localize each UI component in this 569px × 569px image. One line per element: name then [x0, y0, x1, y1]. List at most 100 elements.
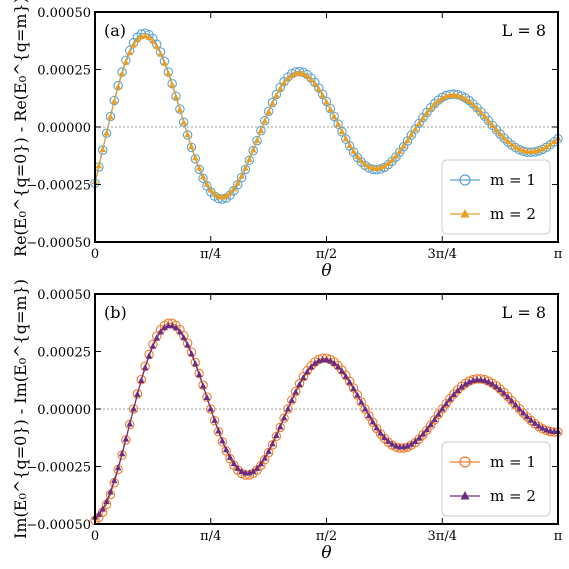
y-tick-label: −0.00025 [26, 179, 91, 194]
data-point [203, 393, 211, 400]
data-point [252, 135, 262, 146]
data-point [99, 505, 106, 512]
data-point [226, 453, 234, 460]
data-point [508, 140, 515, 148]
data-point [219, 437, 226, 444]
data-point [107, 113, 114, 120]
data-point [296, 69, 303, 76]
data-point [508, 397, 515, 404]
data-point [230, 185, 238, 192]
data-point [257, 126, 265, 134]
data-point [253, 464, 261, 471]
y-tick-label: −0.00050 [26, 518, 91, 533]
data-point [427, 104, 434, 111]
data-point [384, 160, 392, 167]
data-point [140, 361, 150, 372]
data-point [400, 142, 407, 149]
y-tick-label: 0.00025 [37, 64, 91, 79]
data-marks-b [90, 318, 563, 526]
data-point [381, 434, 388, 441]
data-point [415, 119, 423, 126]
data-point [292, 388, 299, 395]
data-point [238, 172, 245, 179]
data-point [435, 97, 442, 104]
data-point [118, 70, 126, 77]
panel-a: 0 π/4 π/2 3π/4 π 0.00050 0.00025 0.00000 −0.000… [11, 0, 563, 281]
data-point [134, 36, 141, 43]
data-point [481, 112, 488, 120]
data-point [242, 164, 249, 171]
data-point [462, 95, 469, 102]
data-point [469, 101, 477, 108]
data-point [520, 409, 527, 416]
data-point [350, 147, 357, 154]
data-point [458, 93, 465, 100]
data-point [408, 131, 415, 138]
data-point [209, 415, 220, 426]
legend-marker [459, 174, 471, 186]
data-point [388, 156, 396, 163]
data-point [141, 364, 149, 371]
x-tick-label: π [554, 529, 563, 544]
data-point [111, 476, 118, 484]
data-point [408, 440, 415, 447]
data-point [412, 125, 419, 132]
data-point [284, 405, 292, 412]
data-point [357, 157, 365, 164]
data-point [311, 80, 319, 87]
data-point [172, 93, 180, 100]
data-point [377, 164, 384, 171]
data-point [284, 74, 292, 82]
data-point [423, 109, 431, 116]
data-point [199, 173, 207, 180]
data-point [136, 374, 147, 385]
x-tick-label: π [554, 247, 563, 262]
data-point [249, 146, 257, 153]
size-label-b: L = 8 [502, 303, 546, 322]
data-point [215, 192, 222, 199]
data-point [321, 96, 332, 107]
data-point [543, 143, 550, 150]
data-point [477, 376, 485, 383]
data-point [267, 97, 278, 108]
data-point [257, 460, 265, 467]
data-point [124, 419, 135, 430]
data-point [361, 405, 369, 412]
data-point [283, 404, 293, 414]
data-point [396, 147, 404, 154]
data-point [392, 152, 400, 159]
data-point [550, 137, 558, 144]
data-point [346, 378, 353, 385]
data-point [186, 347, 197, 357]
data-point [206, 404, 216, 414]
legend-marker [459, 456, 471, 468]
data-point [265, 108, 272, 115]
data-point [280, 414, 288, 421]
y-tick-label: 0.00025 [37, 346, 91, 361]
y-tick-label: −0.00025 [26, 461, 91, 476]
data-point [261, 454, 269, 461]
x-axis-title-a: θ [321, 261, 331, 281]
data-point [439, 405, 446, 412]
data-point [496, 386, 504, 393]
data-point [246, 155, 253, 162]
data-point [504, 137, 512, 144]
data-point [356, 397, 366, 407]
data-point [496, 130, 504, 137]
legend-item: m = 2 [450, 487, 536, 505]
data-point [337, 127, 347, 137]
legend-box [441, 159, 551, 235]
data-point [458, 383, 465, 390]
data-point [95, 162, 103, 169]
data-point [327, 105, 334, 112]
data-point [234, 179, 241, 186]
data-point [261, 117, 269, 124]
panel-label-b: (b) [104, 303, 127, 322]
data-point [175, 104, 185, 114]
data-point [454, 91, 461, 99]
legend-box [441, 441, 551, 517]
x-tick-label: 0 [91, 247, 99, 262]
data-point [329, 111, 339, 122]
data-point [481, 376, 488, 384]
data-point [130, 41, 137, 48]
